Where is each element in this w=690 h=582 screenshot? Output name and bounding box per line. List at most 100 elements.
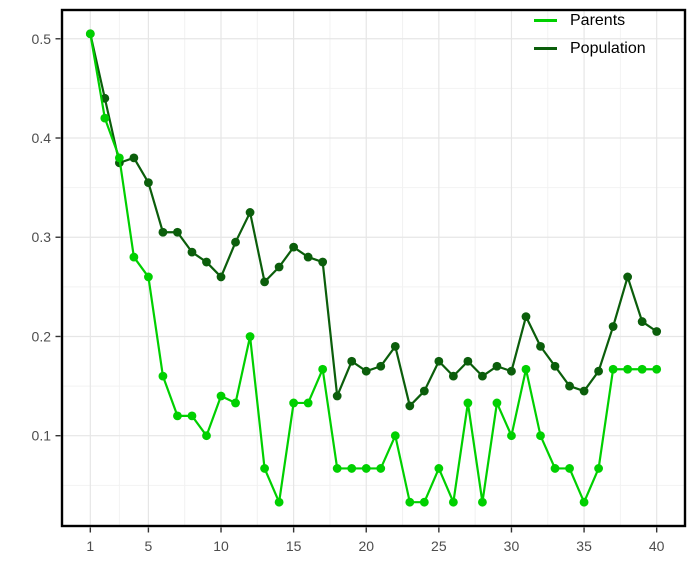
series-population-point (565, 381, 574, 391)
series-parents-point (463, 398, 473, 408)
y-tick-label: 0.2 (32, 328, 52, 344)
y-tick-label: 0.4 (32, 130, 52, 146)
series-parents-point (376, 464, 386, 473)
series-parents-point (173, 411, 182, 421)
y-tick-label: 0.1 (32, 428, 52, 444)
x-tick-label: 30 (504, 538, 520, 554)
series-parents-point (144, 272, 153, 282)
series-population-point (376, 361, 386, 371)
series-parents-point (507, 431, 516, 441)
series-parents-point (637, 364, 647, 374)
series-population-point (637, 317, 647, 326)
series-population-point (318, 257, 328, 267)
x-tick-label: 20 (358, 538, 374, 554)
series-parents-point (303, 398, 313, 408)
series-parents-point (347, 464, 357, 473)
x-tick-label: 25 (431, 538, 447, 554)
legend-label-parents: Parents (570, 11, 626, 29)
series-population-point (521, 312, 531, 322)
series-parents-point (492, 398, 502, 408)
legend-item-population: Population (534, 36, 646, 61)
x-tick-label: 10 (213, 538, 229, 554)
series-population-point (594, 366, 603, 376)
series-population-point (507, 366, 516, 376)
series-population-point (216, 272, 226, 282)
legend-swatch-parents (534, 19, 557, 22)
legend-swatch-population (534, 47, 557, 50)
series-parents-point (565, 464, 574, 473)
series-parents-point (448, 497, 458, 507)
series-parents-point (245, 332, 255, 341)
series-population-point (361, 366, 371, 376)
series-population-point (347, 356, 357, 366)
series-population-point (187, 247, 197, 257)
x-tick-label: 15 (286, 538, 302, 554)
series-parents-point (361, 464, 371, 473)
series-parents-point (390, 431, 400, 441)
series-parents-point (289, 398, 299, 408)
series-parents-point (114, 153, 124, 163)
series-population-point (129, 153, 139, 163)
series-parents-point (274, 497, 284, 507)
series-parents-point (521, 364, 531, 374)
series-parents-point (231, 398, 240, 408)
series-population-point (405, 401, 415, 411)
series-population-point (550, 361, 560, 371)
series-population-point (579, 386, 589, 396)
series-parents-point (419, 497, 429, 507)
legend: Parents Population (534, 8, 646, 61)
x-tick-label: 35 (576, 538, 592, 554)
series-parents-point (260, 464, 269, 473)
series-parents-point (187, 411, 197, 421)
series-population-point (303, 252, 313, 262)
series-parents-point (594, 464, 603, 473)
y-tick-label: 0.5 (32, 31, 52, 47)
series-population-point (144, 178, 153, 188)
series-parents-point (405, 497, 415, 507)
series-parents-point (623, 364, 633, 374)
series-population-point (289, 242, 299, 252)
series-population-point (173, 227, 182, 237)
series-population-point (202, 257, 211, 267)
series-population-point (419, 386, 429, 396)
series-parents-point (216, 391, 226, 401)
series-population-point (463, 356, 473, 366)
x-tick-label: 1 (86, 538, 94, 554)
series-population-point (260, 277, 269, 287)
x-tick-label: 5 (145, 538, 153, 554)
panel-background (62, 10, 685, 526)
series-parents-point (608, 364, 618, 374)
series-parents-point (85, 29, 95, 39)
panel-border (60, 8, 687, 528)
series-parents-point (434, 464, 444, 473)
series-parents-point (478, 497, 487, 507)
series-population-line (89, 33, 658, 408)
series-population-point (390, 341, 400, 351)
series-parents-line (89, 33, 657, 504)
series-population-point (536, 341, 545, 351)
series-parents-point (100, 113, 110, 123)
series-parents-point (129, 252, 139, 262)
series-population-point (231, 237, 240, 247)
series-population-point (478, 371, 487, 381)
series-population-point (332, 391, 342, 401)
legend-label-population: Population (570, 39, 646, 57)
series-parents-point (318, 364, 328, 374)
series-population-point (245, 208, 255, 217)
series-parents-point (652, 364, 662, 374)
series-population-point (274, 262, 284, 272)
series-population-point (448, 371, 458, 381)
series-population-point (623, 272, 633, 282)
legend-item-parents: Parents (534, 8, 646, 33)
series-parents-point (579, 497, 589, 507)
series-parents-point (536, 431, 545, 441)
series-parents-point (332, 464, 342, 473)
series-parents-point (202, 431, 211, 441)
x-tick-label: 40 (649, 538, 665, 554)
series-population-point (492, 361, 502, 371)
series-population-point (608, 322, 618, 331)
series-population-point (158, 227, 168, 237)
series-parents-point (158, 371, 168, 381)
